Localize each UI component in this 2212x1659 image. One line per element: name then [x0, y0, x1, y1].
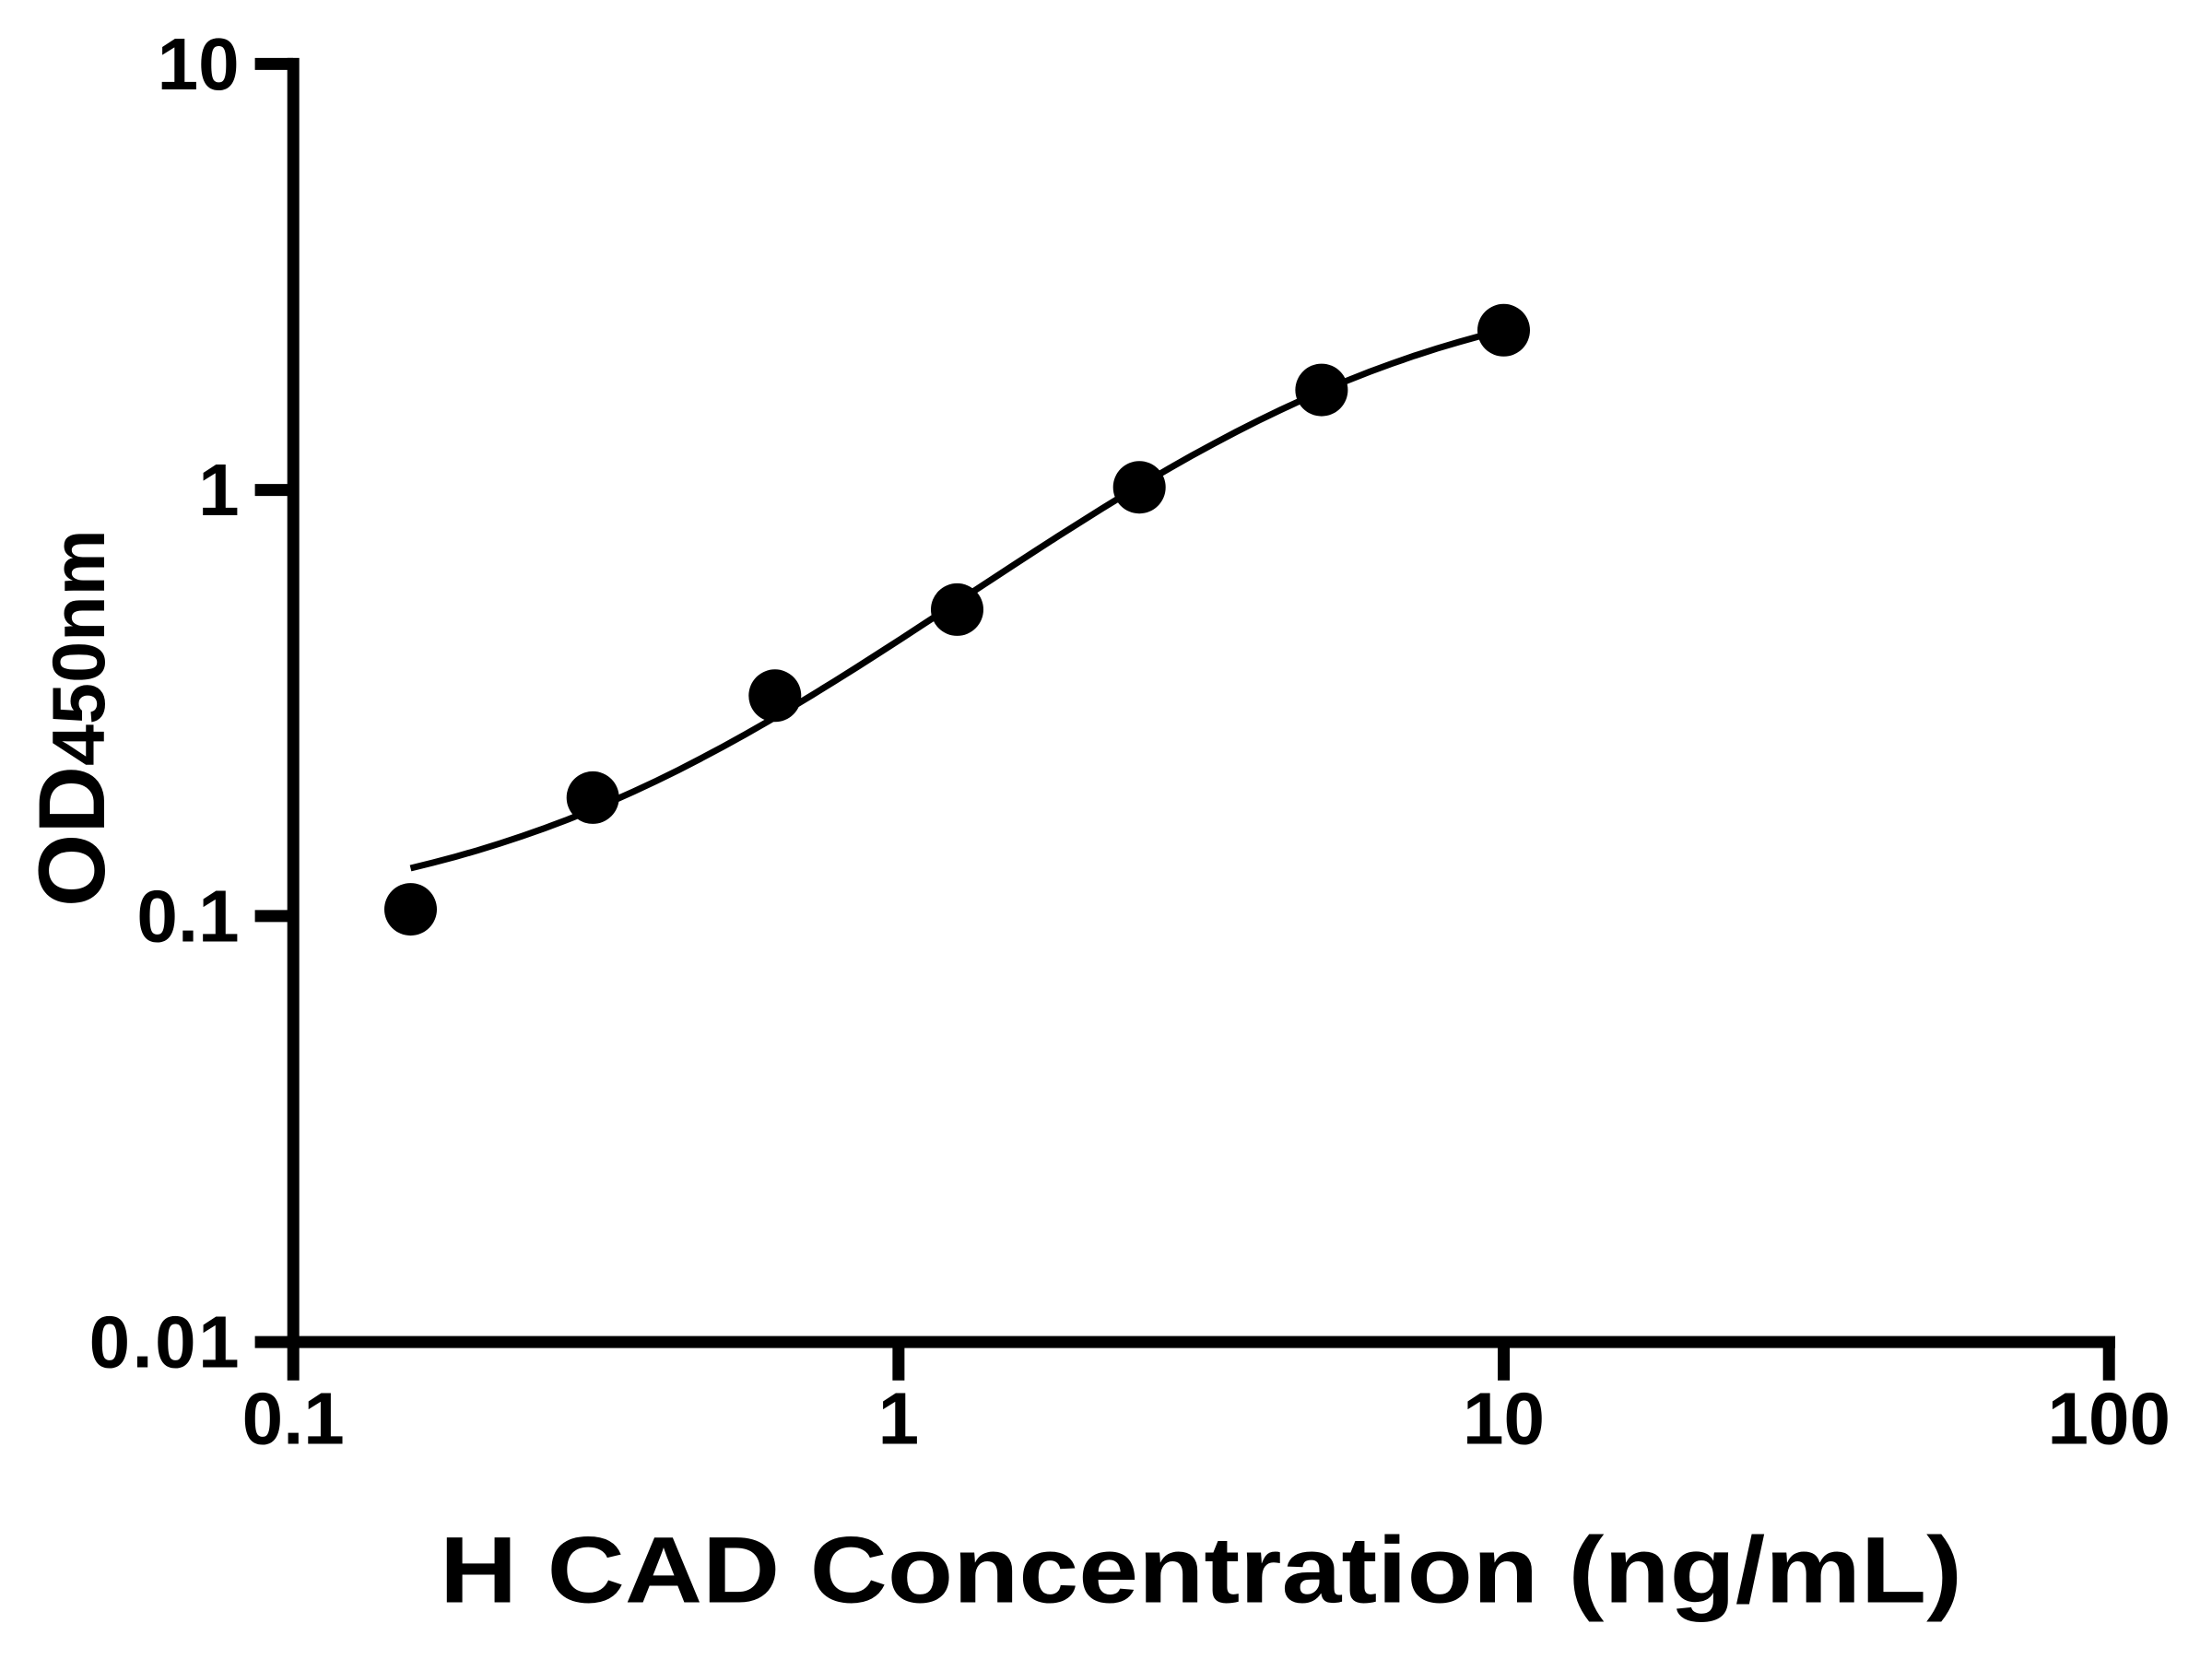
svg-text:10: 10	[1463, 1378, 1545, 1460]
svg-text:1: 1	[198, 449, 240, 531]
svg-text:0.1: 0.1	[136, 876, 239, 958]
svg-text:0.01: 0.01	[89, 1301, 240, 1383]
svg-text:1: 1	[878, 1378, 920, 1460]
svg-text:100: 100	[2047, 1378, 2170, 1460]
svg-text:0.1: 0.1	[242, 1378, 345, 1460]
svg-text:H CAD Concentration (ng/mL): H CAD Concentration (ng/mL)	[440, 1518, 1962, 1623]
svg-text:10: 10	[158, 23, 240, 105]
